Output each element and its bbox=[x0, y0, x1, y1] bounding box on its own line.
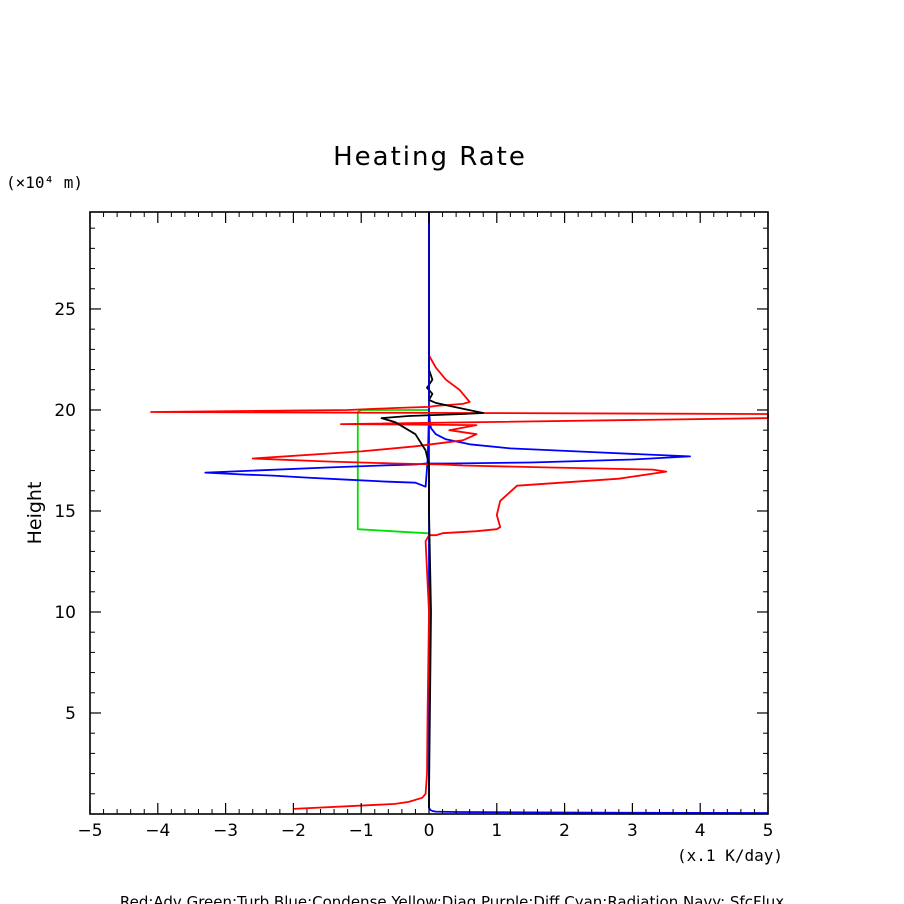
x-tick-label: 4 bbox=[695, 821, 706, 841]
y-tick-label: 25 bbox=[54, 300, 76, 320]
series-layer bbox=[150, 211, 769, 814]
series-line-condense bbox=[204, 211, 769, 814]
y-tick-label: 20 bbox=[54, 401, 76, 421]
x-tick-label: −5 bbox=[77, 821, 102, 841]
y-axis-unit: (×10⁴ m) bbox=[6, 173, 83, 192]
x-tick-label: −4 bbox=[145, 821, 170, 841]
y-axis-label: Height bbox=[24, 482, 46, 545]
series-line-turb bbox=[356, 408, 430, 535]
y-tick-label: 15 bbox=[54, 502, 76, 522]
x-tick-label: 5 bbox=[763, 821, 774, 841]
chart-title: Heating Rate bbox=[333, 142, 527, 172]
x-tick-label: −2 bbox=[281, 821, 306, 841]
x-tick-label: 3 bbox=[627, 821, 638, 841]
x-tick-label: −3 bbox=[213, 821, 238, 841]
y-tick-label: 5 bbox=[65, 704, 76, 724]
series-line-total bbox=[380, 212, 485, 808]
series-line-adv bbox=[150, 212, 769, 810]
legend-text: Red:Adv Green:Turb Blue:Condense Yellow:… bbox=[120, 893, 784, 904]
ticks-layer: −5 −4 −3 −2 −1 0 1 2 3 4 5 5 10 15 20 25 bbox=[54, 212, 773, 841]
x-axis-label: (x.1 K/day) bbox=[677, 846, 783, 865]
y-tick-label: 10 bbox=[54, 603, 76, 623]
x-tick-label: −1 bbox=[349, 821, 374, 841]
x-tick-label: 2 bbox=[559, 821, 570, 841]
plot-frame bbox=[89, 211, 769, 815]
x-tick-label: 1 bbox=[491, 821, 502, 841]
x-tick-label: 0 bbox=[424, 821, 435, 841]
